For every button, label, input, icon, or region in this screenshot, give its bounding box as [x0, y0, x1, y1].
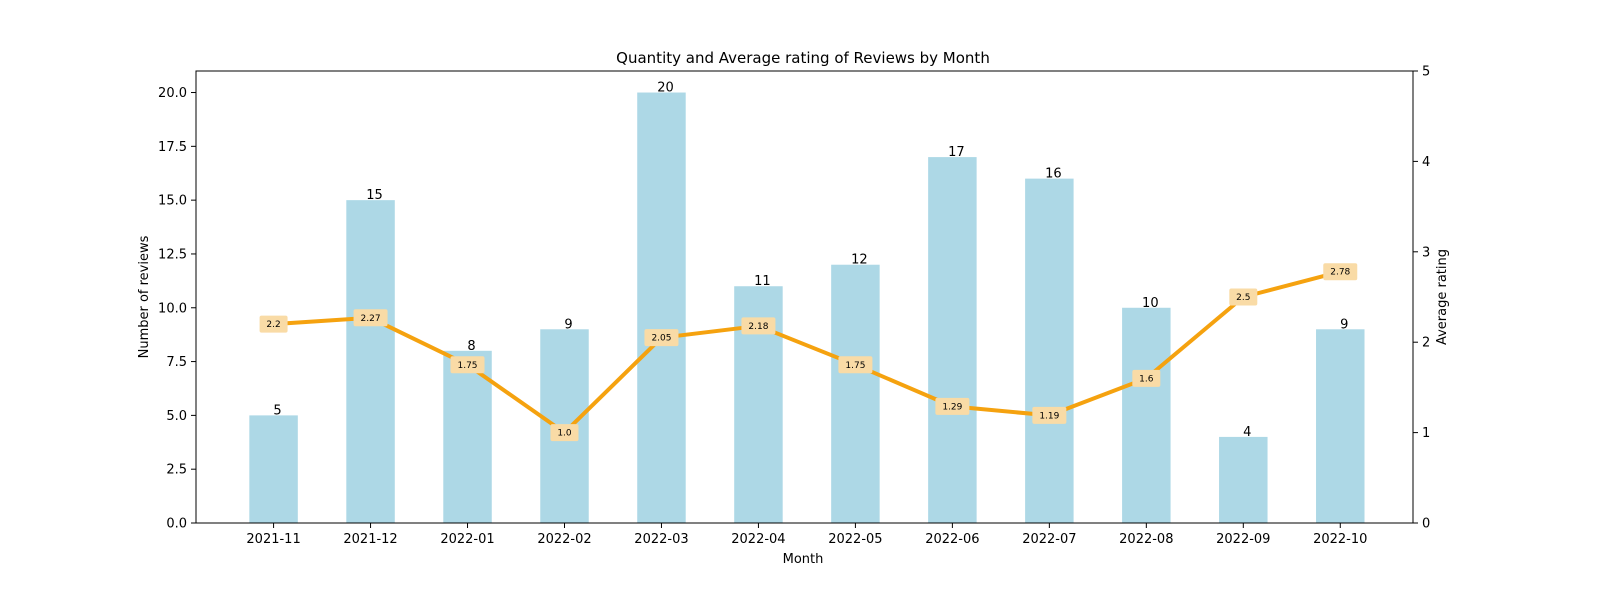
line-label-box: [644, 329, 679, 347]
bar-value-label: 20: [657, 81, 674, 96]
rating-line: [271, 269, 1343, 435]
y-right-tick-label: 5: [1422, 65, 1430, 80]
y-right-tick-label: 2: [1422, 336, 1430, 351]
y-left-tick-label: 17.5: [158, 140, 187, 155]
bar-value-label: 17: [948, 145, 965, 160]
x-tick-label: 2022-10: [1313, 532, 1367, 547]
x-tick-label: 2022-01: [440, 532, 494, 547]
line-value-label: 1.0: [550, 424, 579, 442]
bar-value-label: 9: [1340, 317, 1348, 332]
bar-value-label: 12: [851, 253, 868, 268]
bar: [1025, 178, 1074, 523]
bar-value-label: 5: [273, 403, 281, 418]
y-left-tick-label: 12.5: [158, 247, 187, 262]
plot-frame: [195, 70, 1414, 524]
y-left-tick-label: 2.5: [166, 463, 187, 478]
line-label-box: [550, 424, 579, 442]
x-axis-title: Month: [783, 552, 824, 567]
x-tick-label: 2022-05: [828, 532, 882, 547]
bar-value-label: 16: [1045, 167, 1062, 182]
line-label-text: 1.6: [1139, 374, 1154, 384]
y-right-tick-label: 1: [1422, 426, 1430, 441]
line-label-box: [935, 397, 970, 415]
axes: 0.02.55.07.510.012.515.017.520.001234520…: [158, 65, 1430, 548]
bar-value-label: 11: [754, 274, 771, 289]
bar: [1122, 307, 1171, 523]
line-label-box: [259, 315, 288, 333]
bar: [1316, 329, 1365, 523]
line-value-label: 2.27: [353, 309, 388, 327]
line-label-box: [838, 356, 873, 374]
line-value-label: 1.19: [1032, 406, 1067, 424]
line-label-text: 2.27: [361, 314, 381, 324]
bar: [831, 264, 880, 523]
line-label-box: [450, 356, 485, 374]
line-label-text: 1.0: [557, 429, 572, 439]
x-tick-label: 2022-03: [634, 532, 688, 547]
y-axis-left-title: Number of reviews: [137, 235, 152, 358]
bar-data-labels: 5 15 8 9 20 11 12 17 16 10 4 9: [273, 81, 1348, 440]
bar-value-label: 4: [1243, 425, 1251, 440]
line-label-box: [1032, 406, 1067, 424]
line-label-text: 1.75: [845, 361, 865, 371]
bar-value-label: 9: [564, 317, 572, 332]
line-series: [271, 269, 1343, 435]
bar: [443, 350, 492, 523]
x-tick-label: 2022-07: [1022, 532, 1076, 547]
bar-value-label: 10: [1142, 296, 1159, 311]
line-label-text: 1.29: [942, 402, 962, 412]
line-value-label: 2.05: [644, 329, 679, 347]
line-value-label: 1.6: [1132, 369, 1161, 387]
y-left-tick-label: 7.5: [166, 355, 187, 370]
y-right-tick-label: 4: [1422, 155, 1430, 170]
line-value-label: 2.78: [1323, 263, 1358, 281]
line-value-label: 2.5: [1229, 288, 1258, 306]
y-left-tick-label: 10.0: [158, 301, 187, 316]
x-tick-label: 2022-02: [537, 532, 591, 547]
x-tick-label: 2022-08: [1119, 532, 1173, 547]
chart-title: Quantity and Average rating of Reviews b…: [616, 49, 990, 67]
bar: [637, 92, 686, 524]
y-left-tick-label: 5.0: [166, 409, 187, 424]
line-label-box: [1132, 369, 1161, 387]
line-label-text: 1.75: [457, 361, 477, 371]
line-label-text: 2.5: [1236, 293, 1250, 303]
line-label-text: 2.78: [1330, 268, 1350, 278]
bar: [346, 200, 395, 523]
y-left-tick-label: 20.0: [158, 86, 187, 101]
line-value-label: 1.29: [935, 397, 970, 415]
line-label-text: 2.18: [748, 322, 768, 332]
bar-value-label: 15: [366, 188, 383, 203]
y-axis-right-title: Average rating: [1435, 249, 1450, 345]
line-label-box: [1323, 263, 1358, 281]
bar: [1219, 436, 1268, 523]
line-label-text: 2.2: [266, 320, 280, 330]
y-right-tick-label: 3: [1422, 245, 1430, 260]
line-label-box: [741, 317, 776, 335]
bar-value-label: 8: [467, 339, 475, 354]
x-tick-label: 2021-12: [343, 532, 397, 547]
line-label-box: [353, 309, 388, 327]
line-value-label: 2.2: [259, 315, 288, 333]
x-tick-label: 2021-11: [246, 532, 300, 547]
y-left-tick-label: 15.0: [158, 194, 187, 209]
bar-series: [249, 92, 1365, 524]
bar: [249, 415, 298, 523]
line-label-box: [1229, 288, 1258, 306]
x-tick-label: 2022-09: [1216, 532, 1270, 547]
line-value-label: 1.75: [450, 356, 485, 374]
x-tick-label: 2022-04: [731, 532, 785, 547]
line-value-label: 2.18: [741, 317, 776, 335]
line-label-text: 2.05: [651, 334, 671, 344]
y-left-tick-label: 0.0: [166, 517, 187, 532]
y-right-tick-label: 0: [1422, 517, 1430, 532]
x-tick-label: 2022-06: [925, 532, 979, 547]
line-label-text: 1.19: [1039, 411, 1059, 421]
line-value-label: 1.75: [838, 356, 873, 374]
bar: [928, 157, 977, 523]
line-data-labels: 2.2 2.27 1.75 1.0 2.05 2.18 1.75 1.29 1.19 1.6 2.5…: [259, 263, 1358, 442]
